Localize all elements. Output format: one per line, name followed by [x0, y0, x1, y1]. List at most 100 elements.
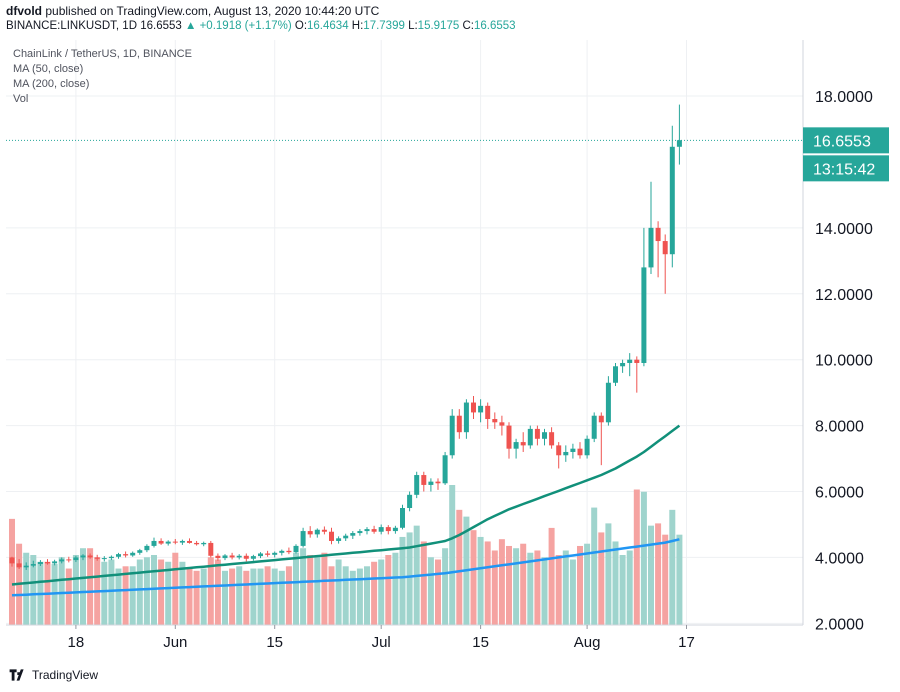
legend-vol[interactable]: Vol — [13, 93, 29, 105]
volume-bar — [584, 543, 591, 625]
candle-body — [279, 550, 285, 553]
candle-body — [16, 563, 22, 568]
high-label: H: — [351, 20, 364, 32]
legend-ma200[interactable]: MA (200, close) — [13, 78, 90, 90]
volume-bar — [58, 557, 65, 625]
price-chart[interactable]: 2.0000 4.0000 6.0000 8.0000 10.0000 12.0000 14… — [0, 40, 900, 672]
volume-bar — [65, 568, 72, 625]
candle-body — [52, 561, 58, 564]
candle-body — [265, 553, 271, 555]
candle-body — [669, 146, 675, 255]
volume-bar — [655, 523, 662, 625]
close-label: C: — [462, 20, 474, 32]
volume-bar — [314, 557, 321, 625]
volume-bar — [158, 559, 165, 625]
volume-bar — [264, 566, 271, 625]
volume-bar — [335, 559, 342, 625]
candle-body — [23, 565, 29, 568]
volume-bar — [108, 559, 115, 625]
footer: TradingView — [8, 668, 98, 682]
candle-body — [463, 402, 469, 433]
volume-bar — [151, 555, 157, 625]
symbol-label[interactable]: BINANCE:LINKUSDT, 1D — [6, 20, 138, 32]
candle-body — [293, 545, 299, 553]
footer-brand[interactable]: TradingView — [32, 668, 99, 682]
x-tick-label: 15 — [472, 634, 489, 651]
candle-body — [336, 538, 342, 541]
candle-body — [563, 451, 569, 456]
volume-bar — [548, 527, 555, 625]
candle-body — [158, 540, 164, 544]
volume-bar — [23, 552, 30, 625]
candle-body — [662, 241, 668, 255]
countdown-label: 13:15:42 — [813, 161, 875, 178]
y-tick-label: 8.0000 — [815, 419, 864, 436]
volume-bar — [442, 548, 449, 625]
candle-body — [116, 554, 121, 557]
candle-body — [549, 432, 555, 446]
volume-bar — [285, 566, 292, 625]
legend-title: ChainLink / TetherUS, 1D, BINANCE — [13, 48, 192, 60]
candle-body — [414, 475, 420, 495]
open-value: 16.4634 — [307, 20, 349, 32]
last-price-label: 16.6553 — [813, 133, 871, 150]
volume-bar — [207, 557, 214, 625]
volume-bar — [364, 566, 370, 625]
candle-body — [357, 531, 363, 534]
candle-body — [314, 529, 320, 535]
volume-bar — [115, 568, 122, 625]
volume-bar — [541, 557, 548, 625]
candle-body — [364, 529, 370, 532]
candle-body — [598, 415, 604, 423]
candle-body — [172, 541, 178, 543]
last-price: 16.6553 — [140, 20, 182, 32]
volume-bar — [356, 568, 363, 625]
candle-body — [194, 542, 200, 545]
volume-bar — [477, 536, 484, 625]
volume-bar — [605, 523, 612, 625]
volume-bar — [101, 561, 108, 625]
volume-bar — [640, 491, 647, 625]
candle-body — [456, 415, 462, 433]
author-name[interactable]: dfvold — [6, 4, 42, 18]
candle-body — [73, 557, 79, 561]
candle-body — [108, 556, 114, 559]
volume-bar — [321, 552, 328, 625]
candle-body — [201, 542, 207, 545]
candle-body — [187, 540, 192, 543]
volume-bar — [577, 545, 583, 625]
candle-body — [229, 555, 235, 558]
ma50-layer — [11, 424, 681, 586]
candle-body — [634, 359, 640, 363]
volume-bar — [527, 552, 534, 625]
candle-body — [243, 555, 249, 559]
candle-body — [449, 415, 455, 456]
x-tick-label: 17 — [678, 634, 695, 651]
candle-body — [584, 438, 590, 456]
ma200-line — [11, 538, 680, 597]
y-tick-label: 10.0000 — [815, 353, 873, 370]
candle-body — [392, 527, 398, 532]
volume-bar — [214, 559, 221, 625]
y-tick-label: 4.0000 — [815, 550, 864, 567]
publish-line: dfvold published on TradingView.com, Aug… — [6, 4, 379, 18]
candle-body — [620, 362, 626, 367]
candle-body — [250, 556, 256, 559]
volume-bar — [193, 570, 200, 625]
legend-ma50[interactable]: MA (50, close) — [13, 63, 84, 75]
candle-body — [307, 531, 313, 535]
volume-bar — [165, 561, 172, 625]
candle-body — [329, 531, 334, 541]
candle-body — [300, 531, 306, 546]
candle-body — [613, 366, 618, 383]
chart-axes: 2.0000 4.0000 6.0000 8.0000 10.0000 12.0000 14… — [6, 40, 889, 651]
volume-bar — [598, 532, 605, 625]
candle-body — [513, 442, 519, 449]
candle-body — [151, 540, 157, 546]
candle-body — [215, 555, 221, 559]
candle-body — [371, 529, 377, 532]
countdown-tag — [803, 155, 889, 182]
candle-body — [385, 527, 391, 532]
volume-bar — [129, 566, 136, 625]
candle-body — [421, 475, 427, 485]
